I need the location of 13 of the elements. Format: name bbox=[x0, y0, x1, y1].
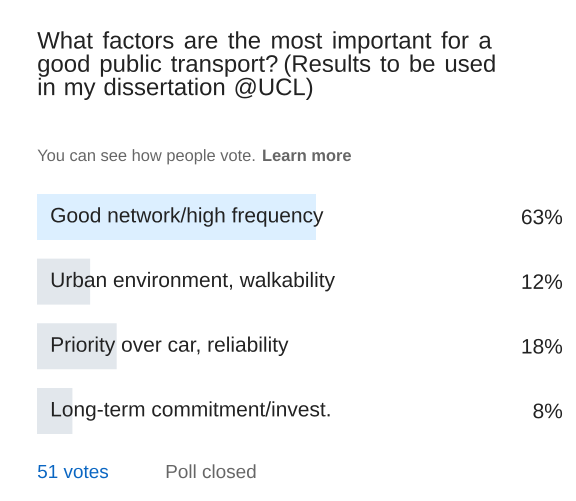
y-tick-label: Priority over car, reliability bbox=[52, 336, 288, 356]
chart-title: What factors are the most important for a good public transport? (Results to be used in my dissertation @UCL) bbox=[37, 31, 495, 100]
bar bbox=[37, 323, 117, 370]
y-tick-label: Good network/high frequency bbox=[51, 207, 324, 227]
text: 51 votes bbox=[38, 464, 108, 478]
chart-subtitle: You can see how people vote. Learn more bbox=[38, 149, 351, 164]
data-label: 12% bbox=[522, 274, 562, 289]
data-label: 18% bbox=[522, 338, 562, 354]
data-label: 63% bbox=[522, 210, 562, 224]
y-tick-label: Long-term commitment/invest. bbox=[52, 401, 330, 421]
y-tick-label: Urban environment, walkability bbox=[52, 272, 335, 292]
data-label: 8% bbox=[533, 404, 562, 418]
text: Poll closed bbox=[166, 464, 256, 478]
